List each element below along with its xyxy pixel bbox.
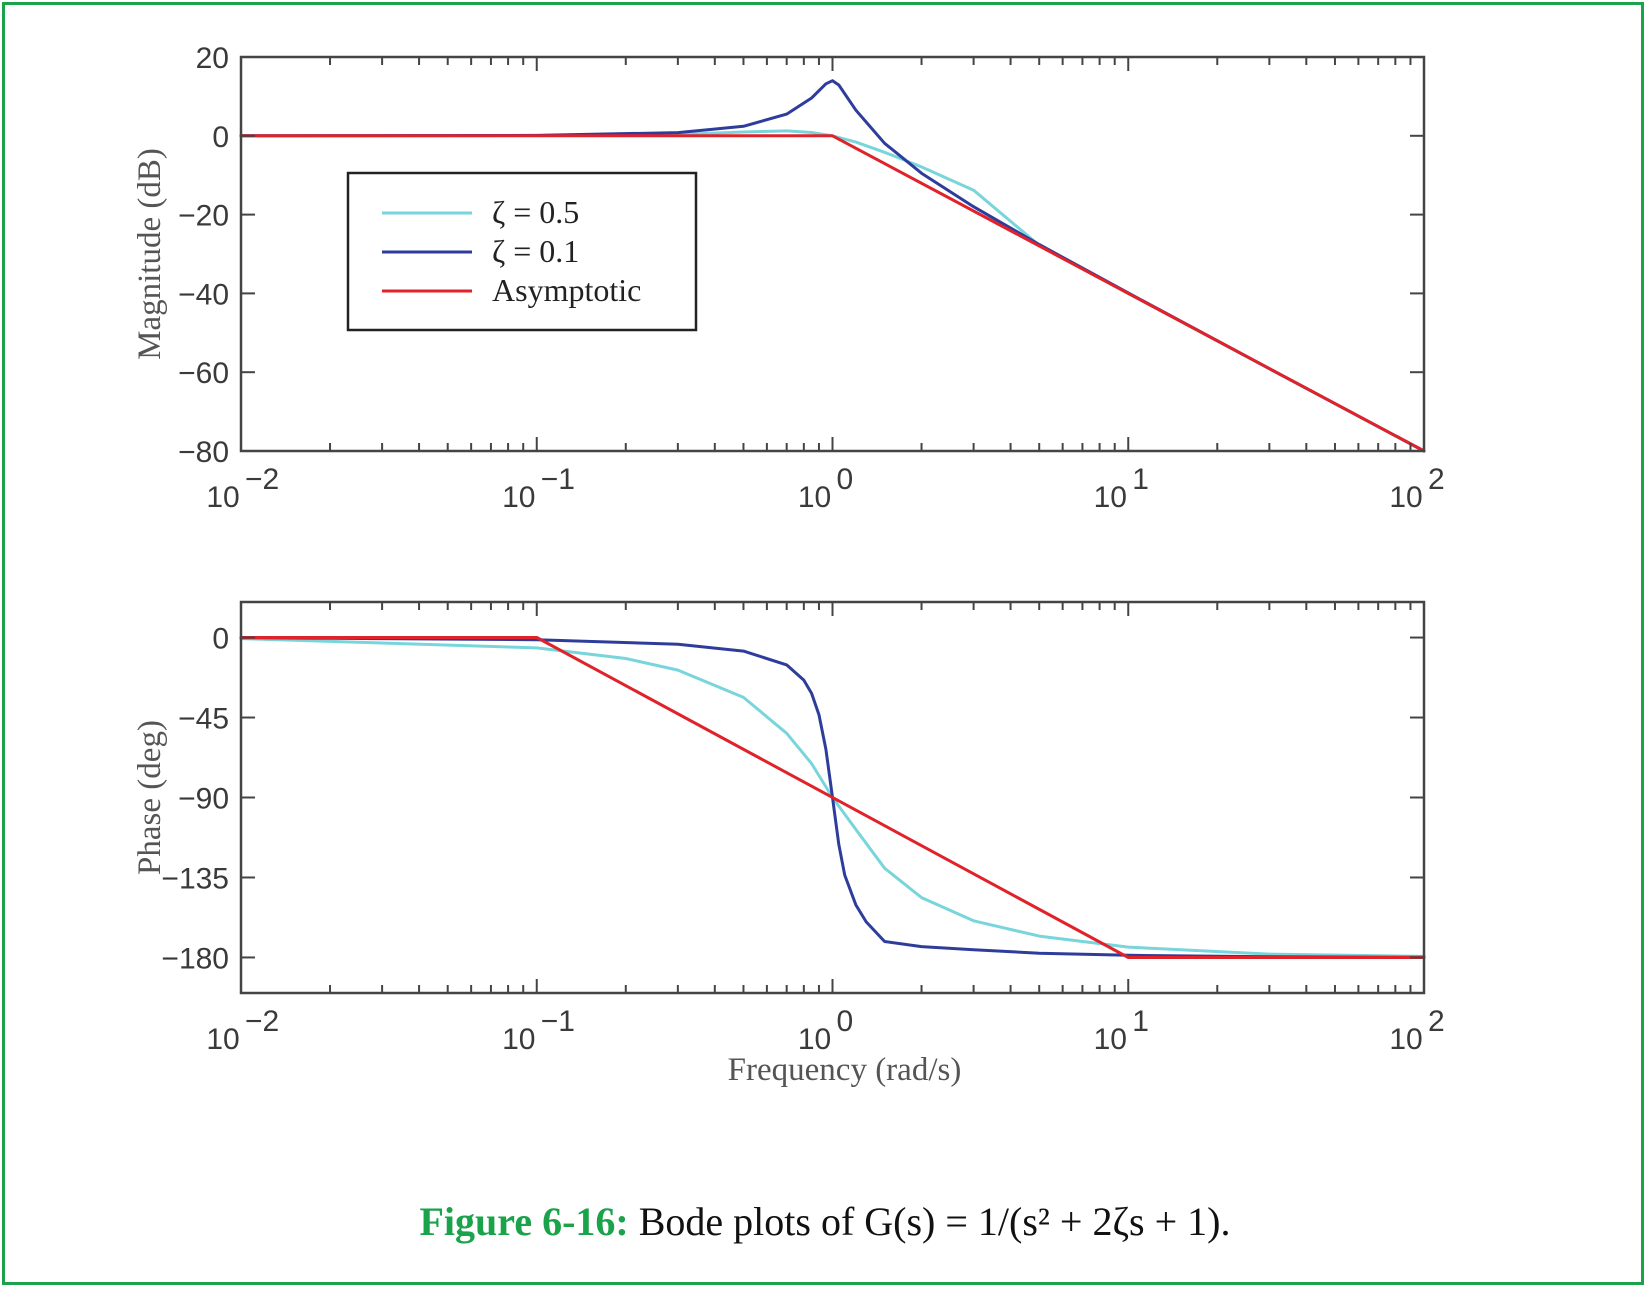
y-tick-label: −90 (178, 783, 229, 816)
x-tick-exponent: 1 (1132, 1005, 1149, 1038)
y-tick-label: −180 (161, 942, 229, 975)
legend-label: ζ = 0.5 (492, 194, 579, 230)
x-tick-label: 10 (502, 1023, 535, 1056)
x-tick-exponent: −1 (541, 1005, 575, 1038)
x-tick-label: 10 (502, 481, 535, 514)
x-tick-label: 10 (206, 1023, 239, 1056)
x-tick-label: 10 (1094, 481, 1127, 514)
x-tick-label: 10 (206, 481, 239, 514)
figure-label: Figure 6-16: (419, 1199, 629, 1244)
series-line-zeta-05 (239, 637, 1426, 958)
x-tick-label: 10 (1094, 1023, 1127, 1056)
x-tick-label: 10 (1389, 1023, 1422, 1056)
x-tick-exponent: 2 (1428, 463, 1445, 496)
y-tick-label: −80 (178, 436, 229, 469)
x-tick-exponent: 0 (837, 1005, 854, 1038)
x-tick-exponent: −1 (541, 463, 575, 496)
y-axis-title: Magnitude (dB) (132, 148, 168, 360)
series-line-asymptotic (239, 636, 1426, 959)
x-tick-exponent: 2 (1428, 1005, 1445, 1038)
caption-text: Bode plots of G(s) = 1/(s² + 2ζs + 1). (638, 1199, 1231, 1244)
y-tick-label: 0 (212, 121, 229, 154)
legend-label: ζ = 0.1 (492, 233, 579, 269)
legend-label: Asymptotic (492, 272, 641, 308)
x-tick-exponent: 1 (1132, 463, 1149, 496)
y-tick-label: −20 (178, 200, 229, 233)
x-tick-exponent: −2 (245, 463, 279, 496)
y-tick-label: −40 (178, 278, 229, 311)
y-tick-label: 20 (196, 42, 229, 75)
x-tick-label: 10 (798, 1023, 831, 1056)
x-axis-title: Frequency (rad/s) (728, 1052, 962, 1088)
series-line-zeta-01 (239, 636, 1426, 959)
x-tick-exponent: −2 (245, 1005, 279, 1038)
y-tick-label: −135 (161, 862, 229, 895)
x-tick-label: 10 (1389, 481, 1422, 514)
y-tick-label: 0 (212, 623, 229, 656)
series-line-asymptotic (239, 134, 1426, 453)
y-tick-label: −45 (178, 703, 229, 736)
x-tick-label: 10 (798, 481, 831, 514)
y-tick-label: −60 (178, 357, 229, 390)
panel-magnitude: 10−210−1100101102200−20−40−60−80Magnitud… (132, 42, 1445, 514)
y-axis-title: Phase (deg) (132, 720, 168, 875)
figure-caption: Figure 6-16: Bode plots of G(s) = 1/(s² … (0, 1198, 1650, 1245)
x-tick-exponent: 0 (837, 463, 854, 496)
